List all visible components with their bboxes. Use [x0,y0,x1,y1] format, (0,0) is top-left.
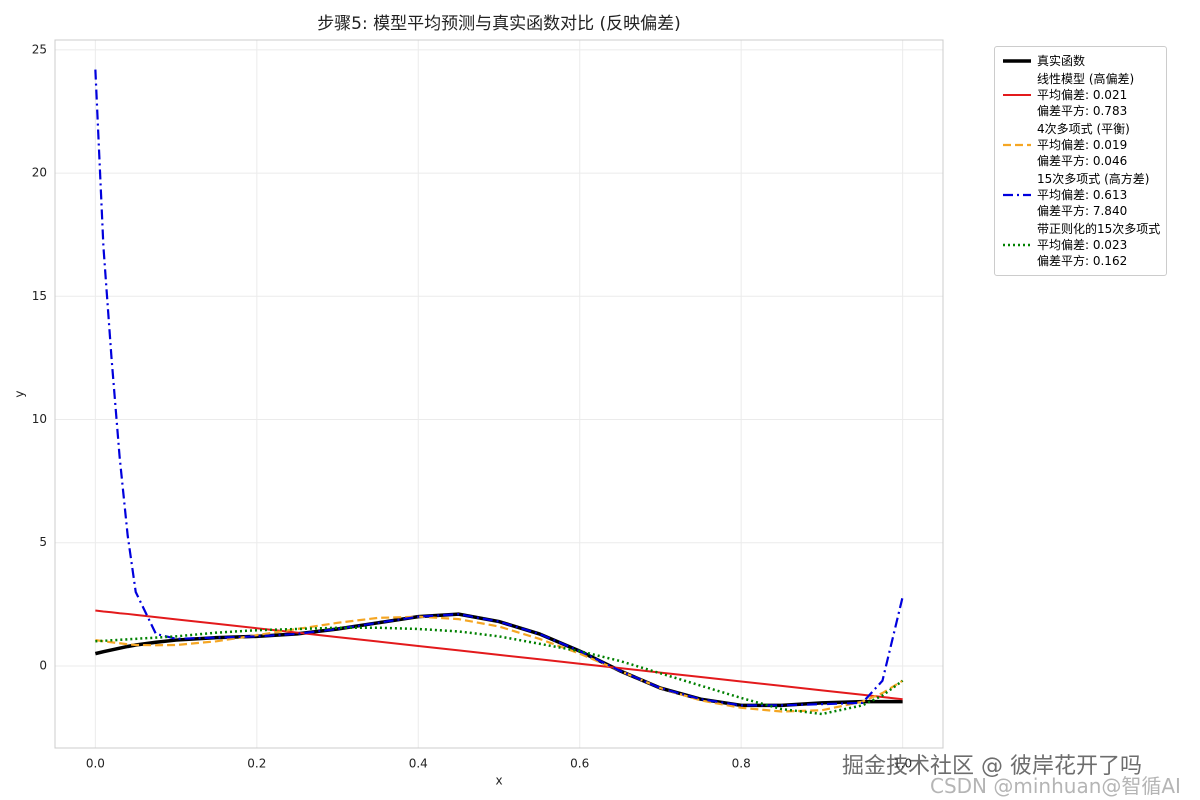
chart-title: 步骤5: 模型平均预测与真实函数对比 (反映偏差) [317,14,681,34]
legend: 真实函数线性模型 (高偏差) 平均偏差: 0.021 偏差平方: 0.783 4次… [994,46,1168,276]
legend-item: 带正则化的15次多项式 平均偏差: 0.023 偏差平方: 0.162 [1001,221,1160,269]
series-line [95,615,904,713]
legend-label: 真实函数 [1037,54,1086,68]
legend-item: 真实函数 [1001,53,1160,69]
legend-swatch [1003,243,1031,247]
y-tick-label: 20 [32,166,47,180]
plot-frame [54,39,944,749]
x-axis-label: x [495,774,502,788]
y-tick-label: 15 [32,289,47,303]
x-tick-label: 0.2 [247,757,266,771]
legend-swatch [1003,193,1031,197]
watermark: CSDN @minhuan@智循AI [930,774,1181,798]
y-axis-label: y [13,390,27,397]
x-tick-label: 0.4 [409,757,428,771]
x-tick-label: 1.0 [893,757,912,771]
legend-item: 15次多项式 (高方差) 平均偏差: 0.613 偏差平方: 7.840 [1001,171,1160,219]
y-tick-label: 0 [39,658,47,672]
legend-swatch [1003,143,1031,147]
x-tick-label: 0.0 [86,757,105,771]
legend-label: 15次多项式 (高方差) 平均偏差: 0.613 偏差平方: 7.840 [1037,172,1150,218]
series-line [95,626,904,716]
series-line [95,609,903,701]
x-tick-label: 0.6 [570,757,589,771]
legend-label: 线性模型 (高偏差) 平均偏差: 0.021 偏差平方: 0.783 [1037,72,1135,118]
legend-swatch [1003,94,1031,96]
y-tick-label: 5 [39,535,47,549]
y-tick-label: 25 [32,42,47,56]
watermark: 掘金技术社区 @ 彼岸花开了吗 [842,754,1142,779]
series-line [94,69,904,707]
legend-item: 线性模型 (高偏差) 平均偏差: 0.021 偏差平方: 0.783 [1001,71,1160,119]
legend-swatch [1003,59,1031,63]
legend-item: 4次多项式 (平衡) 平均偏差: 0.019 偏差平方: 0.046 [1001,121,1160,169]
legend-label: 带正则化的15次多项式 平均偏差: 0.023 偏差平方: 0.162 [1037,222,1161,268]
series-line [94,612,903,708]
x-tick-label: 0.8 [732,757,751,771]
y-tick-label: 10 [32,412,47,426]
legend-label: 4次多项式 (平衡) 平均偏差: 0.019 偏差平方: 0.046 [1037,122,1130,168]
